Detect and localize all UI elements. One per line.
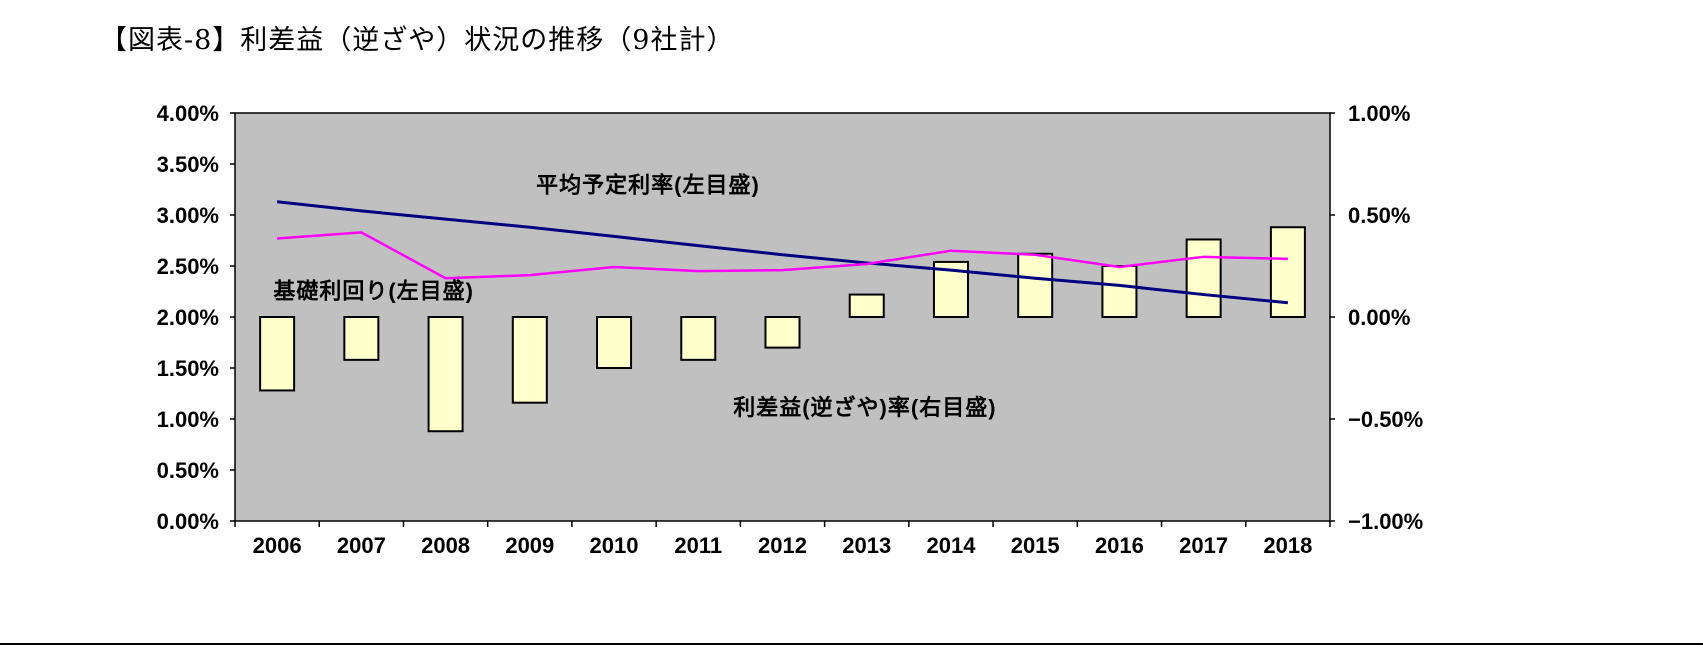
bar-2016	[1101, 265, 1138, 318]
left-axis-label: 0.50%	[157, 458, 219, 483]
left-axis-label: 2.50%	[157, 254, 219, 279]
right-axis-label: 1.00%	[1348, 101, 1410, 126]
avg-assumed-rate-line	[276, 200, 1289, 305]
chart-title: 【図表-8】利差益（逆ざや）状況の推移（9社計）	[100, 25, 735, 56]
x-axis-label-2010: 2010	[590, 533, 639, 558]
left-axis-label: 3.50%	[157, 152, 219, 177]
x-axis-label-2009: 2009	[505, 533, 554, 558]
x-axis-label-2006: 2006	[253, 533, 302, 558]
bar-2013	[848, 293, 885, 318]
right-axis-label: −0.50%	[1348, 407, 1423, 432]
bar-2017	[1185, 238, 1222, 318]
base-yield-line	[277, 231, 1288, 280]
bottom-divider	[0, 643, 1703, 645]
x-axis-label-2012: 2012	[758, 533, 807, 558]
bar-2006	[259, 316, 296, 392]
right-axis-label: 0.00%	[1348, 305, 1410, 330]
left-axis-label: 4.00%	[157, 101, 219, 126]
left-axis-label: 0.00%	[157, 509, 219, 534]
bar-2009	[511, 316, 548, 404]
bar-2010	[596, 316, 633, 369]
bar-2018	[1269, 226, 1306, 319]
left-axis-label: 3.00%	[157, 203, 219, 228]
x-axis-label-2018: 2018	[1263, 533, 1312, 558]
x-axis-label-2011: 2011	[674, 533, 722, 558]
bar-2015	[1017, 252, 1054, 318]
right-axis-label: −1.00%	[1348, 509, 1423, 534]
left-axis-label: 1.50%	[157, 356, 219, 381]
right-axis-label: 0.50%	[1348, 203, 1410, 228]
spread-margin-label: 利差益(逆ざや)率(右目盛)	[733, 395, 996, 420]
bar-2012	[764, 316, 801, 349]
bar-2011	[680, 316, 717, 361]
x-axis-label-2007: 2007	[337, 533, 386, 558]
left-axis-label: 2.00%	[157, 305, 219, 330]
x-axis-label-2015: 2015	[1011, 533, 1060, 558]
base-yield-label: 基礎利回り(左目盛)	[273, 278, 474, 303]
bar-2008	[427, 316, 464, 433]
x-axis-label-2017: 2017	[1179, 533, 1228, 558]
x-axis-label-2008: 2008	[421, 533, 470, 558]
bar-2007	[343, 316, 380, 361]
x-axis-label-2014: 2014	[926, 533, 976, 558]
left-axis-label: 1.00%	[157, 407, 219, 432]
x-axis-label-2016: 2016	[1095, 533, 1144, 558]
x-axis-label-2013: 2013	[842, 533, 891, 558]
avg-assumed-rate-label: 平均予定利率(左目盛)	[536, 172, 760, 197]
